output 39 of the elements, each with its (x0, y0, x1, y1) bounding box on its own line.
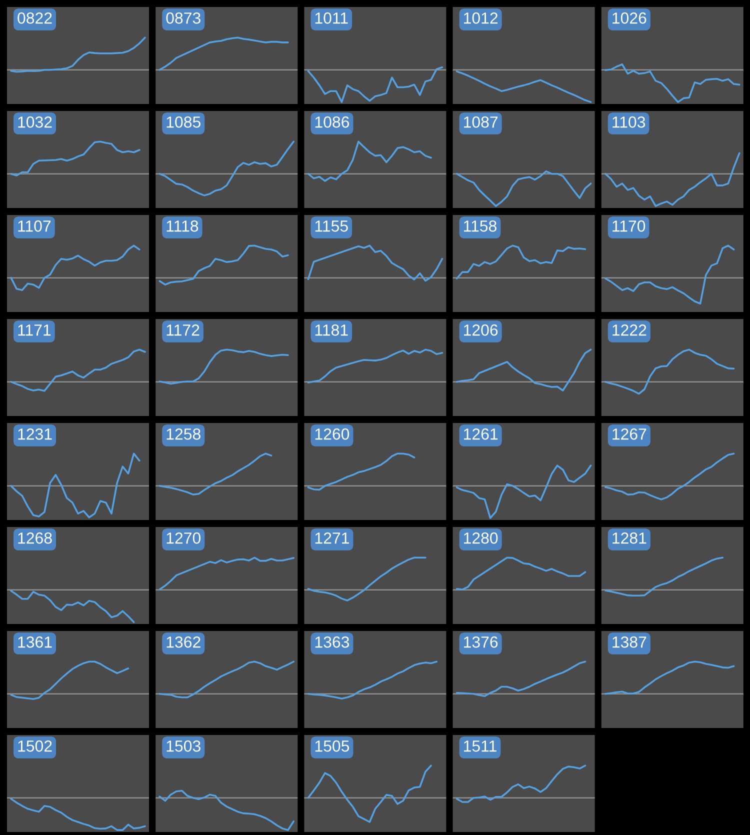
chart-title: 1387 (612, 636, 646, 648)
chart-title: 1086 (315, 116, 350, 128)
chart-title: 1362 (166, 636, 200, 648)
chart-title: 1258 (166, 428, 200, 440)
chart-title: 1503 (166, 740, 200, 752)
chart-title: 1026 (612, 12, 646, 24)
chart-title: 1511 (464, 740, 496, 752)
chart-title: 1505 (315, 740, 350, 752)
chart-title: 1181 (315, 324, 348, 336)
chart-title: 1502 (18, 740, 52, 752)
chart-title: 1118 (166, 220, 198, 232)
chart-title: 1172 (166, 324, 200, 336)
chart-title: 1011 (315, 12, 348, 24)
chart-title: 1363 (315, 636, 350, 648)
chart-title: 1267 (612, 428, 646, 440)
chart-title: 1032 (18, 116, 52, 128)
chart-title: 1158 (464, 220, 496, 232)
chart-title: 1281 (612, 532, 646, 544)
chart-title: 1261 (464, 428, 498, 440)
chart-title: 0822 (18, 12, 52, 24)
chart-title: 1271 (315, 532, 349, 544)
chart-title: 1222 (612, 324, 646, 336)
chart-title: 1280 (464, 532, 498, 544)
chart-title: 1087 (464, 116, 498, 128)
chart-title: 1361 (18, 636, 52, 648)
chart-title: 1103 (612, 116, 646, 128)
chart-title: 1085 (166, 116, 200, 128)
chart-title: 1107 (18, 220, 51, 232)
chart-title: 1170 (612, 220, 646, 232)
chart-title: 1231 (18, 428, 52, 440)
chart-title: 1012 (464, 12, 498, 24)
chart-title: 1171 (18, 324, 51, 336)
chart-title: 1268 (18, 532, 52, 544)
chart-title: 0873 (166, 12, 200, 24)
chart-title: 1155 (315, 220, 348, 232)
chart-title: 1376 (464, 636, 498, 648)
chart-title: 1260 (315, 428, 350, 440)
chart-title: 1270 (166, 532, 201, 544)
chart-title: 1206 (464, 324, 498, 336)
